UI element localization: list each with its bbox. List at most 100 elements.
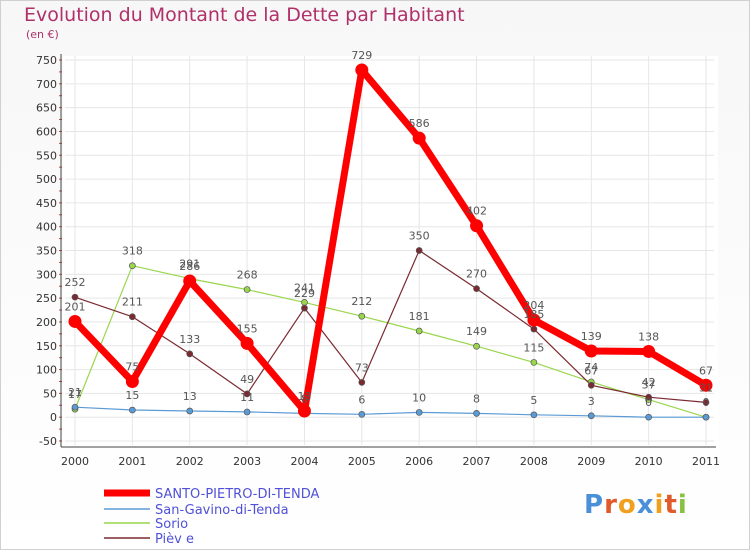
- logo-letter: i: [654, 490, 665, 520]
- data-label: 212: [351, 295, 372, 308]
- data-label: 10: [412, 391, 426, 404]
- data-label: 252: [65, 276, 86, 289]
- chart-title: Evolution du Montant de la Dette par Hab…: [24, 4, 465, 26]
- logo-letter: x: [636, 490, 655, 520]
- data-point: [412, 131, 426, 145]
- grid-lines: [63, 56, 718, 445]
- x-tick-label: 2003: [233, 455, 261, 468]
- data-label: 229: [294, 287, 315, 300]
- data-label: 49: [240, 373, 254, 386]
- axes: [59, 54, 716, 448]
- data-point: [129, 406, 136, 414]
- data-point: [527, 313, 541, 327]
- data-label: 74: [584, 361, 598, 374]
- logo-letter: t: [664, 490, 678, 520]
- x-tick-label: 2011: [692, 455, 720, 468]
- data-point: [530, 411, 538, 419]
- data-point: [415, 327, 423, 335]
- data-label: 211: [122, 296, 143, 309]
- data-point: [530, 325, 538, 333]
- tick-labels: -500501001502002503003504004505005506006…: [36, 54, 720, 468]
- data-point: [702, 399, 710, 406]
- data-label: 155: [237, 322, 258, 335]
- data-point: [297, 404, 311, 418]
- logo-letter: i: [677, 490, 688, 520]
- data-label: 31: [699, 381, 713, 394]
- data-point: [415, 247, 423, 254]
- data-label: 42: [642, 376, 656, 389]
- data-point: [186, 407, 194, 415]
- data-point: [243, 390, 251, 398]
- x-tick-label: 2001: [118, 455, 146, 468]
- x-tick-label: 2010: [635, 455, 663, 468]
- data-label: 0: [645, 396, 652, 409]
- y-tick-label: -50: [39, 435, 57, 448]
- series-line-san-gavino-di-tenda: [74, 406, 707, 418]
- x-tick-label: 2009: [577, 455, 605, 468]
- logo-letter: r: [604, 490, 618, 520]
- x-tick-label: 2007: [463, 455, 491, 468]
- data-point: [186, 350, 194, 358]
- data-label: 204: [523, 299, 544, 312]
- data-label: 73: [355, 361, 369, 374]
- data-point: [240, 336, 254, 350]
- data-label: 21: [68, 386, 82, 399]
- data-label: 402: [466, 205, 487, 218]
- y-tick-label: 300: [36, 268, 57, 281]
- x-tick-label: 2005: [348, 455, 376, 468]
- data-point: [355, 63, 369, 77]
- data-label: 67: [584, 364, 598, 377]
- data-point: [584, 344, 598, 358]
- data-point: [358, 379, 366, 386]
- series-lines: [71, 66, 710, 418]
- data-point: [530, 359, 538, 366]
- x-tick-label: 2002: [176, 455, 204, 468]
- logo-letter: o: [617, 490, 637, 520]
- y-tick-label: 700: [36, 78, 57, 91]
- data-label: 11: [240, 391, 254, 404]
- y-tick-label: 350: [36, 245, 57, 258]
- data-label: 350: [409, 230, 430, 243]
- data-label: 586: [409, 117, 430, 130]
- proxiti-logo: Proxiti: [584, 490, 688, 520]
- data-point: [587, 381, 595, 389]
- legend-label: San-Gavino-di-Tenda: [155, 503, 289, 518]
- data-label: 286: [179, 260, 200, 273]
- data-label: 13: [297, 390, 311, 403]
- data-point: [702, 413, 710, 421]
- legend: SANTO-PIETRO-DI-TENDASan-Gavino-di-Tenda…: [104, 487, 319, 547]
- data-label: 75: [125, 360, 139, 373]
- data-point: [415, 409, 423, 416]
- y-tick-label: 50: [43, 387, 57, 400]
- data-point: [645, 393, 652, 401]
- data-point: [129, 313, 136, 321]
- legend-label: SANTO-PIETRO-DI-TENDA: [155, 487, 319, 502]
- data-point: [301, 299, 308, 306]
- data-point: [301, 304, 308, 312]
- data-point: [358, 410, 366, 418]
- chart-subtitle: (en €): [26, 28, 59, 41]
- data-label: 13: [183, 390, 197, 403]
- y-tick-label: 250: [36, 292, 57, 305]
- data-label: 241: [294, 281, 315, 294]
- y-tick-label: 550: [36, 149, 57, 162]
- data-point: [473, 410, 480, 417]
- data-point: [129, 262, 136, 270]
- data-point: [473, 342, 480, 350]
- data-point: [473, 285, 480, 292]
- y-tick-label: 600: [36, 125, 57, 138]
- data-point: [358, 312, 366, 320]
- y-tick-label: 150: [36, 340, 57, 353]
- y-tick-label: 650: [36, 102, 57, 115]
- data-points: [68, 63, 713, 421]
- data-label: 3: [588, 395, 595, 408]
- y-tick-label: 750: [36, 54, 57, 67]
- series-line-sorio: [74, 265, 707, 418]
- data-label: 201: [65, 300, 86, 313]
- data-label: 291: [179, 258, 200, 271]
- y-tick-label: 200: [36, 316, 57, 329]
- data-point: [699, 378, 713, 392]
- data-label: 8: [473, 392, 480, 405]
- data-point: [183, 274, 197, 288]
